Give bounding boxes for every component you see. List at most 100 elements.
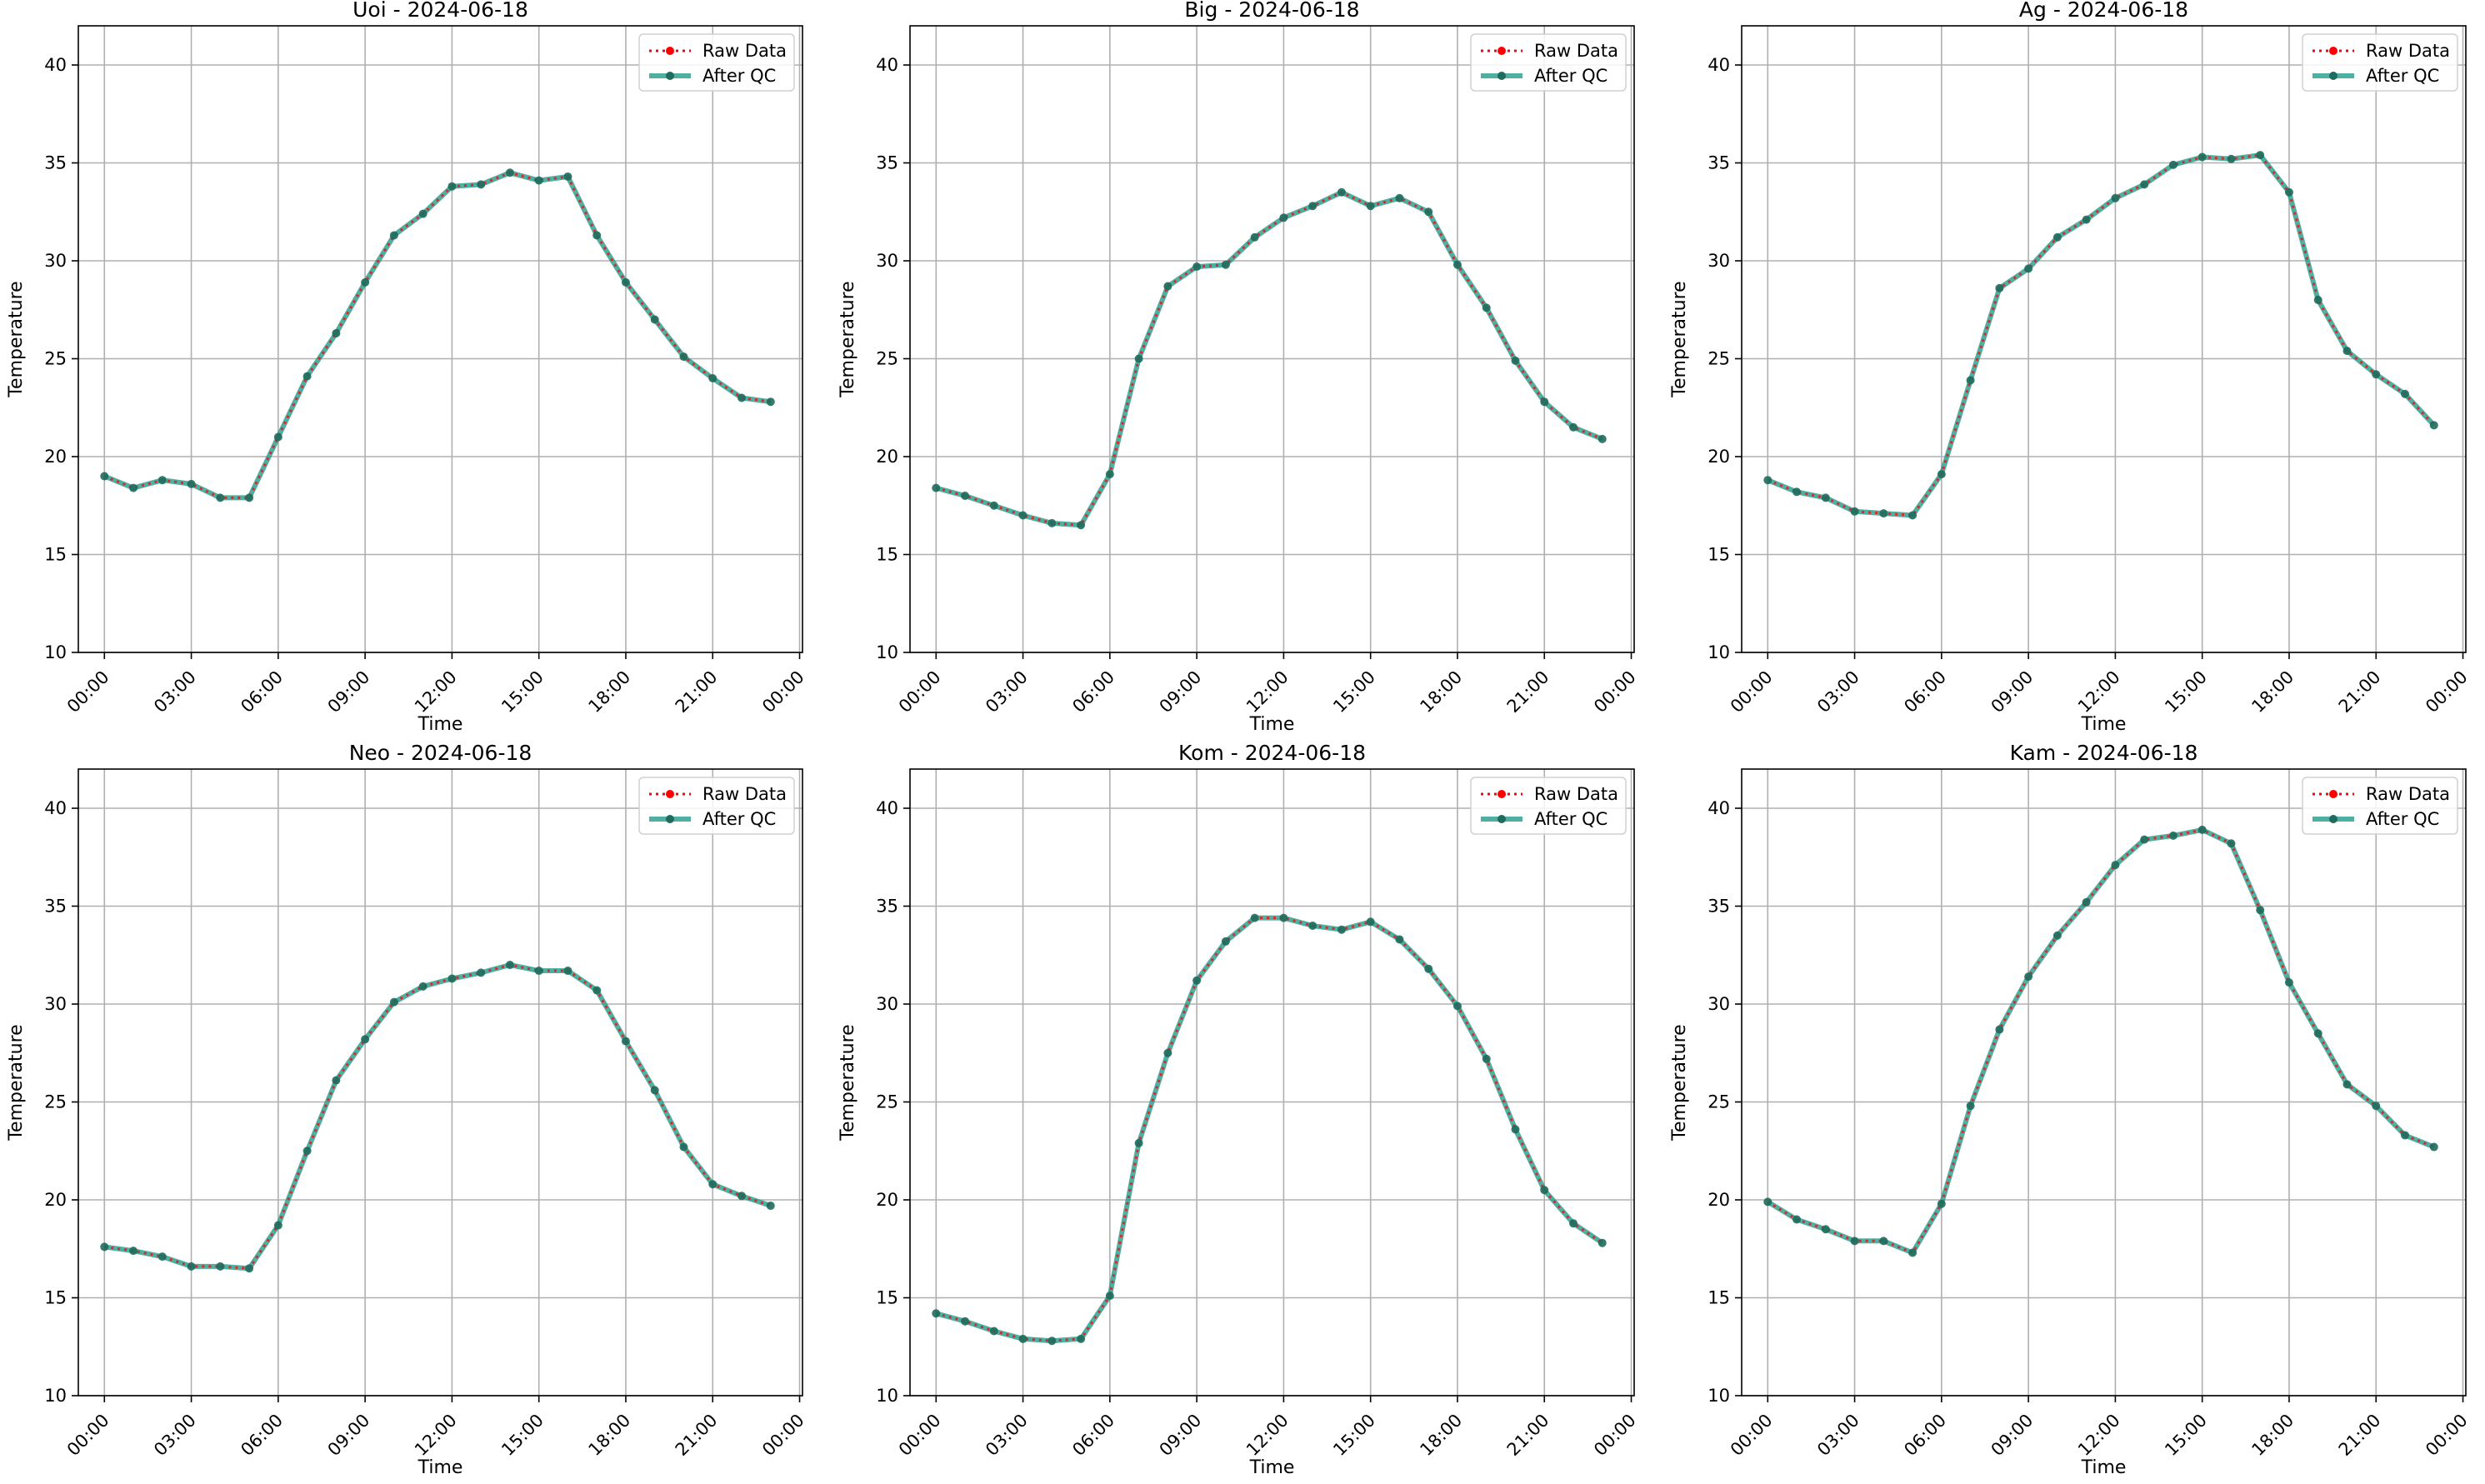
x-tick-label: 03:00: [150, 1410, 200, 1460]
x-tick-label: 21:00: [2335, 667, 2385, 717]
axes-frame: [909, 25, 1635, 653]
x-tick-label: 03:00: [982, 1410, 1032, 1460]
data-point: [1395, 935, 1404, 944]
y-tick-label: 20: [44, 447, 67, 467]
y-tick-label: 40: [1708, 798, 1730, 818]
axes-frame: [78, 25, 803, 653]
data-point: [332, 1076, 341, 1085]
legend-marker-raw: [666, 47, 674, 55]
data-point: [1221, 260, 1230, 269]
data-point: [1879, 509, 1888, 518]
data-point: [2372, 370, 2381, 379]
data-point: [1134, 1138, 1143, 1147]
x-tick-label: 12:00: [2074, 667, 2124, 717]
data-point: [1763, 476, 1772, 485]
data-point: [1511, 356, 1520, 365]
y-axis-label: Temperature: [838, 1024, 858, 1141]
axes-frame: [78, 768, 803, 1397]
data-point: [418, 209, 428, 218]
legend: Raw Data After QC: [638, 777, 795, 835]
data-point: [679, 1142, 688, 1152]
series-line-raw-data: [1767, 153, 2435, 517]
y-tick-label: 35: [44, 153, 67, 173]
chart-panel: 00:00 03:00 06:00 09:00 12:00 15:00 18:00 21:00…: [6, 741, 808, 1478]
data-point: [1308, 202, 1318, 211]
data-point: [1482, 303, 1491, 312]
data-point: [1763, 1197, 1772, 1207]
data-point: [534, 967, 543, 976]
x-tick-label: 03:00: [150, 667, 200, 717]
y-axis-label: Temperature: [838, 281, 858, 397]
data-point: [650, 1086, 659, 1095]
x-tick-label: 00:00: [1727, 667, 1777, 717]
legend-label-qc: After QC: [2366, 66, 2439, 86]
y-tick-label: 15: [44, 545, 67, 565]
legend-marker-qc: [1498, 72, 1506, 80]
data-point: [2198, 825, 2207, 834]
data-point: [2024, 264, 2033, 273]
data-point: [592, 986, 602, 995]
data-point: [2313, 1029, 2322, 1038]
data-point: [621, 277, 630, 287]
x-tick-label: 00:00: [2422, 1410, 2472, 1460]
legend-label-qc: After QC: [702, 809, 776, 829]
y-axis-label: Temperature: [6, 1024, 27, 1141]
data-point: [1966, 1102, 1975, 1111]
data-point: [2198, 152, 2207, 162]
data-point: [1105, 470, 1114, 479]
y-tick-label: 30: [876, 251, 898, 271]
data-point: [2342, 347, 2352, 356]
data-point: [245, 493, 254, 502]
legend-label-raw: Raw Data: [2366, 784, 2450, 804]
x-tick-label: 12:00: [1242, 667, 1292, 717]
data-point: [1424, 964, 1433, 973]
x-tick-label: 00:00: [1727, 1410, 1777, 1460]
data-point: [361, 277, 370, 287]
y-tick-label: 15: [1708, 1288, 1730, 1308]
data-point: [738, 393, 747, 402]
data-point: [1077, 521, 1086, 530]
data-point: [1452, 260, 1462, 269]
legend: Raw Data After QC: [2302, 33, 2458, 92]
legend-label-raw: Raw Data: [1534, 41, 1618, 61]
data-point: [361, 1035, 370, 1044]
data-point: [129, 1247, 138, 1256]
chart-title: Neo - 2024-06-18: [349, 741, 532, 765]
data-point: [1105, 1292, 1114, 1301]
y-tick-label: 30: [876, 994, 898, 1014]
x-tick-label: 12:00: [1242, 1410, 1292, 1460]
data-point: [302, 1147, 312, 1156]
data-point: [389, 231, 398, 240]
chart-panel: 00:00 03:00 06:00 09:00 12:00 15:00 18:00 21:00…: [1669, 0, 2472, 735]
y-tick-label: 40: [1708, 55, 1730, 75]
x-axis-label: Time: [2081, 714, 2127, 735]
data-point: [1279, 913, 1288, 922]
y-tick-label: 30: [1708, 251, 1730, 271]
data-point: [1424, 207, 1433, 217]
x-tick-label: 06:00: [1068, 1410, 1118, 1460]
y-tick-label: 35: [876, 153, 898, 173]
data-point: [448, 182, 457, 191]
data-point: [932, 1309, 941, 1318]
x-tick-label: 21:00: [1503, 667, 1553, 717]
data-point: [679, 352, 688, 362]
data-point: [216, 493, 225, 502]
data-point: [1540, 397, 1549, 407]
data-point: [2429, 1142, 2438, 1152]
data-point: [2024, 972, 2033, 982]
data-point: [2052, 232, 2062, 242]
data-point: [273, 1221, 282, 1230]
data-point: [708, 374, 718, 382]
series-line-raw-data: [1767, 828, 2435, 1255]
y-tick-label: 10: [44, 642, 67, 662]
legend-marker-qc: [1498, 815, 1506, 823]
y-tick-label: 10: [876, 1386, 898, 1406]
data-point: [1511, 1125, 1520, 1134]
x-tick-label: 18:00: [1416, 667, 1466, 717]
x-tick-label: 21:00: [1503, 1410, 1553, 1460]
data-point: [2256, 906, 2265, 915]
legend: Raw Data After QC: [1470, 33, 1627, 92]
chart-panel: 00:00 03:00 06:00 09:00 12:00 15:00 18:00 21:00…: [1669, 741, 2472, 1478]
y-tick-label: 25: [1708, 349, 1730, 369]
